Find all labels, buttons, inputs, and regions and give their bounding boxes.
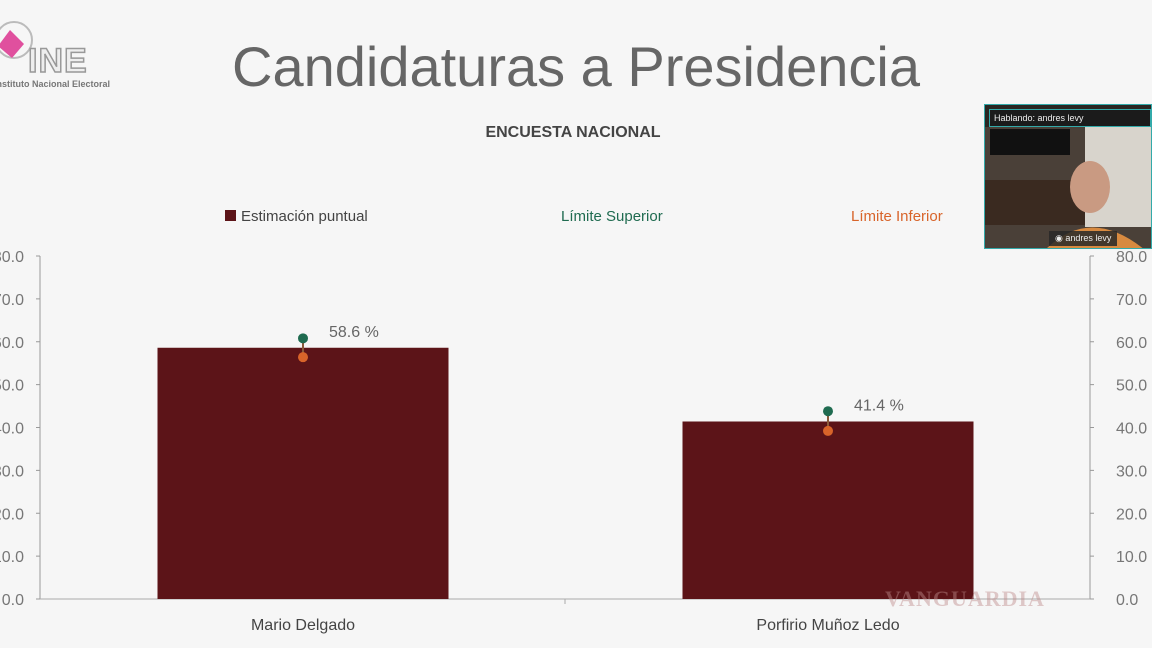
y-tick-label-right: 0.0 [1116, 592, 1138, 609]
legend-estimacion: Estimación puntual [225, 208, 368, 225]
data-label: 58.6 % [329, 324, 379, 341]
ine-logo-mark-icon [0, 21, 33, 59]
y-tick-label-left: 50.0 [0, 378, 24, 395]
y-tick-label-left: 70.0 [0, 292, 24, 309]
data-label: 41.4 % [854, 397, 904, 414]
upper-limit-point [823, 406, 833, 417]
y-tick-label-right: 60.0 [1116, 335, 1147, 352]
legend-label: Estimación puntual [241, 208, 368, 225]
y-tick-label-left: 30.0 [0, 463, 24, 480]
participant-name: ◉ andres levy [1049, 231, 1118, 246]
y-tick-label-left: 20.0 [0, 506, 24, 523]
y-tick-label-right: 50.0 [1116, 378, 1147, 395]
slide-title: Candidaturas a Presidencia [232, 35, 920, 98]
video-tile[interactable]: Hablando: andres levy ◉ andres levy [984, 104, 1152, 249]
legend-limite-inferior: Límite Inferior [851, 208, 943, 225]
y-tick-label-left: 80.0 [0, 249, 24, 266]
lower-limit-point [823, 425, 833, 436]
lower-limit-point [298, 352, 308, 363]
x-tick-label: Mario Delgado [251, 617, 355, 634]
logo-text: INE [27, 41, 88, 81]
x-tick-label: Porfirio Muñoz Ledo [756, 617, 899, 634]
y-tick-label-right: 20.0 [1116, 506, 1147, 523]
legend-limite-superior: Límite Superior [561, 208, 663, 225]
y-tick-label-right: 40.0 [1116, 421, 1147, 438]
y-tick-label-right: 80.0 [1116, 249, 1147, 266]
speaking-indicator: Hablando: andres levy [989, 109, 1151, 127]
y-tick-label-left: 40.0 [0, 421, 24, 438]
y-tick-label-left: 0.0 [2, 592, 24, 609]
y-tick-label-right: 70.0 [1116, 292, 1147, 309]
upper-limit-point [298, 333, 308, 344]
bar [682, 421, 974, 599]
y-tick-label-left: 60.0 [0, 335, 24, 352]
y-tick-label-right: 30.0 [1116, 463, 1147, 480]
ine-logo: INE Instituto Nacional Electoral [0, 14, 134, 89]
y-tick-label-left: 10.0 [0, 549, 24, 566]
chart-title: ENCUESTA NACIONAL [485, 124, 661, 141]
webcam-feed [985, 127, 1151, 248]
logo-subtitle: Instituto Nacional Electoral [0, 79, 111, 89]
bar [157, 347, 449, 599]
legend-swatch [225, 210, 236, 221]
y-tick-label-right: 10.0 [1116, 549, 1147, 566]
participant-name-text: andres levy [1065, 233, 1112, 243]
mic-icon: ◉ [1055, 233, 1066, 243]
watermark: VANGUARDIA [885, 586, 1045, 611]
